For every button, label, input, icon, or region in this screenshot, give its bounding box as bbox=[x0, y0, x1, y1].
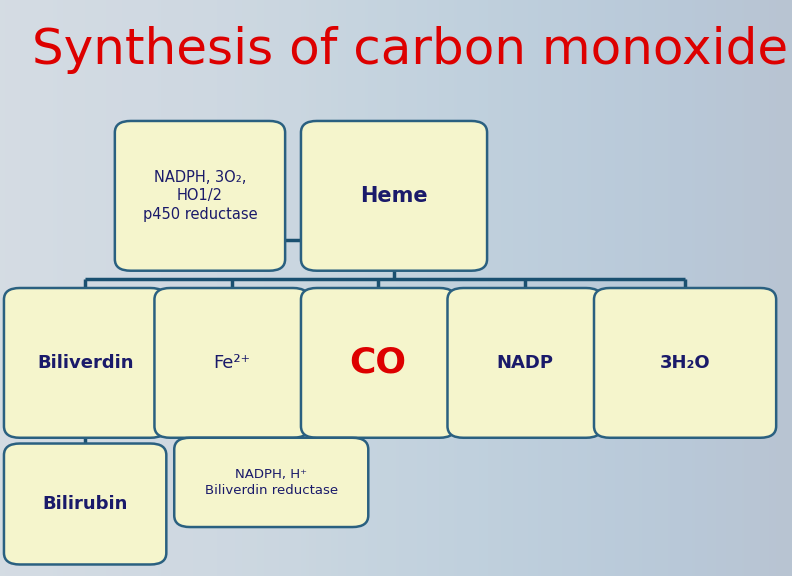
Text: Synthesis of carbon monoxide: Synthesis of carbon monoxide bbox=[32, 26, 788, 74]
Text: NADP: NADP bbox=[497, 354, 553, 372]
FancyBboxPatch shape bbox=[301, 121, 487, 271]
Text: Bilirubin: Bilirubin bbox=[43, 495, 128, 513]
Text: Heme: Heme bbox=[360, 186, 428, 206]
FancyBboxPatch shape bbox=[301, 288, 455, 438]
Text: Fe²⁺: Fe²⁺ bbox=[213, 354, 250, 372]
FancyBboxPatch shape bbox=[447, 288, 602, 438]
Text: Biliverdin: Biliverdin bbox=[37, 354, 133, 372]
FancyBboxPatch shape bbox=[174, 438, 368, 527]
Text: NADPH, H⁺
Biliverdin reductase: NADPH, H⁺ Biliverdin reductase bbox=[204, 468, 338, 497]
FancyBboxPatch shape bbox=[115, 121, 285, 271]
Text: NADPH, 3O₂,
HO1/2
p450 reductase: NADPH, 3O₂, HO1/2 p450 reductase bbox=[143, 170, 257, 222]
FancyBboxPatch shape bbox=[594, 288, 776, 438]
FancyBboxPatch shape bbox=[4, 288, 166, 438]
FancyBboxPatch shape bbox=[154, 288, 309, 438]
Text: 3H₂O: 3H₂O bbox=[660, 354, 710, 372]
FancyBboxPatch shape bbox=[4, 444, 166, 564]
Text: CO: CO bbox=[349, 346, 407, 380]
